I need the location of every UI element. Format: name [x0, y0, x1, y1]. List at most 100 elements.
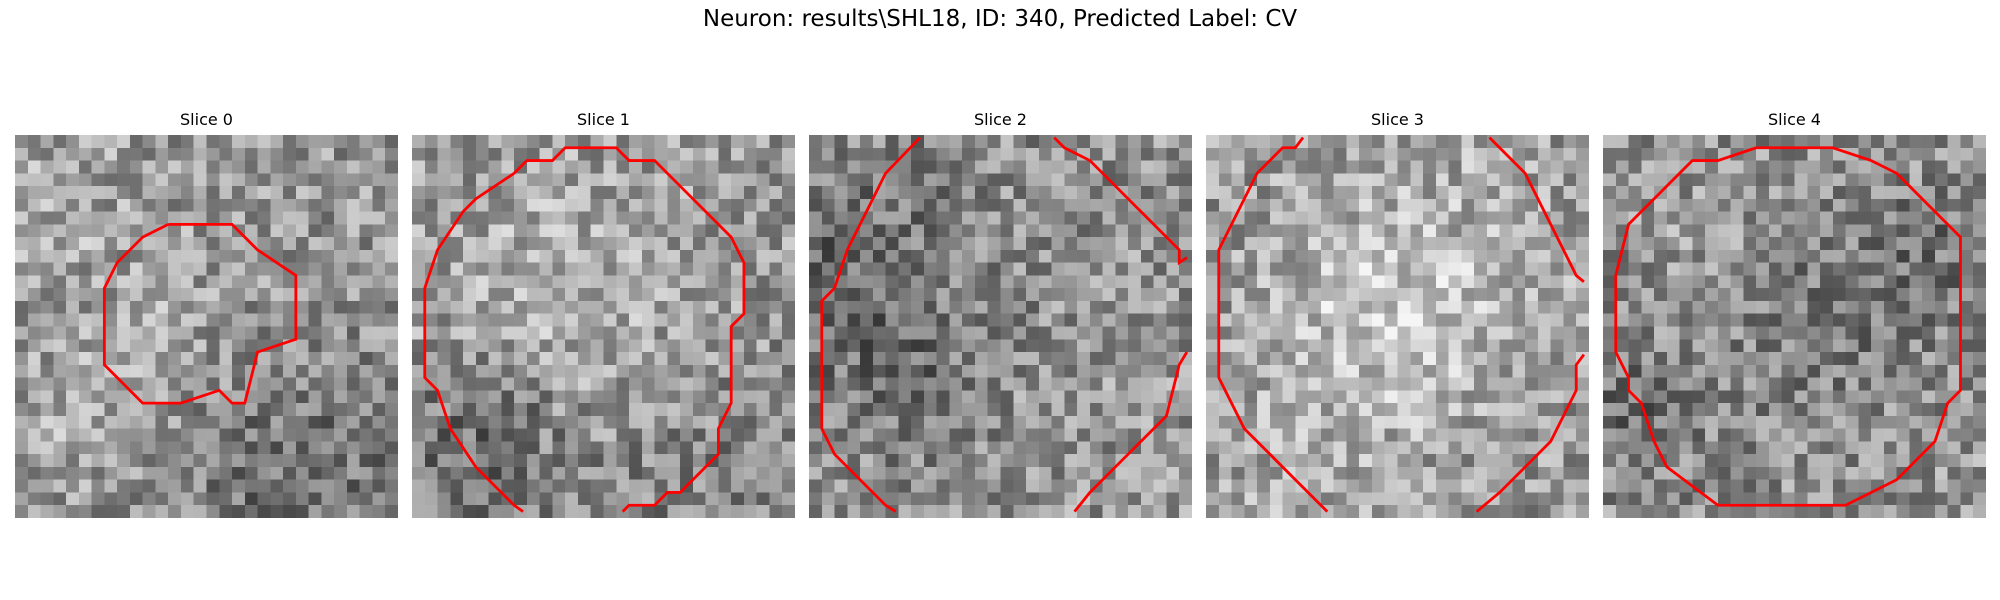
pixel — [346, 173, 360, 187]
pixel — [321, 466, 335, 480]
pixel — [974, 479, 988, 493]
pixel — [501, 352, 515, 366]
pixel — [1781, 415, 1795, 429]
pixel — [1282, 415, 1296, 429]
pixel — [372, 352, 386, 366]
pixel — [898, 466, 912, 480]
pixel — [1269, 173, 1283, 187]
pixel — [1730, 339, 1744, 353]
pixel — [1206, 454, 1220, 468]
pixel — [577, 173, 591, 187]
pixel — [514, 403, 528, 417]
pixel — [1102, 249, 1116, 263]
pixel — [1692, 313, 1706, 327]
pixel — [987, 352, 1001, 366]
pixel — [1115, 390, 1129, 404]
pixel — [1013, 186, 1027, 200]
pixel — [1705, 237, 1719, 251]
pixel — [1615, 390, 1629, 404]
pixel — [1499, 211, 1513, 225]
pixel — [1550, 403, 1564, 417]
pixel — [743, 224, 757, 238]
pixel — [463, 390, 477, 404]
pixel — [1512, 415, 1526, 429]
pixel — [1896, 160, 1910, 174]
pixel — [1525, 262, 1539, 276]
pixel — [616, 339, 630, 353]
pixel — [295, 492, 309, 506]
pixel — [680, 492, 694, 506]
pixel — [424, 160, 438, 174]
pixel — [1051, 173, 1065, 187]
pixel — [1603, 147, 1617, 161]
pixel — [501, 275, 515, 289]
pixel — [1768, 364, 1782, 378]
pixel — [40, 415, 54, 429]
pixel — [769, 300, 783, 314]
pixel — [27, 288, 41, 302]
pixel — [129, 173, 143, 187]
pixel — [565, 211, 579, 225]
pixel — [346, 415, 360, 429]
pixel — [1308, 326, 1322, 340]
pixel — [860, 505, 874, 518]
pixel — [1102, 492, 1116, 506]
pixel — [1089, 352, 1103, 366]
pixel — [539, 454, 553, 468]
pixel — [244, 313, 258, 327]
pixel — [1000, 211, 1014, 225]
pixel — [577, 441, 591, 455]
pixel — [565, 300, 579, 314]
pixel — [1717, 224, 1731, 238]
pixel — [629, 249, 643, 263]
roi-contour-3c — [1475, 353, 1586, 513]
pixel — [257, 326, 271, 340]
pixel — [1692, 441, 1706, 455]
pixel — [437, 262, 451, 276]
pixel — [53, 364, 67, 378]
pixel — [91, 147, 105, 161]
pixel — [385, 249, 398, 263]
pixel — [705, 352, 719, 366]
pixel — [270, 313, 284, 327]
pixel — [1026, 237, 1040, 251]
pixel — [539, 173, 553, 187]
pixel — [987, 147, 1001, 161]
pixel — [1807, 466, 1821, 480]
pixel — [641, 339, 655, 353]
pixel — [1628, 479, 1642, 493]
pixel — [321, 262, 335, 276]
pixel — [1051, 441, 1065, 455]
pixel — [1244, 441, 1258, 455]
pixel — [1781, 454, 1795, 468]
pixel — [1705, 339, 1719, 353]
pixel — [514, 441, 528, 455]
pixel — [782, 415, 795, 429]
pixel — [1717, 211, 1731, 225]
pixel — [78, 211, 92, 225]
pixel — [1679, 364, 1693, 378]
pixel — [1603, 479, 1617, 493]
pixel — [1115, 364, 1129, 378]
pixel — [1845, 390, 1859, 404]
pixel — [1896, 135, 1910, 149]
pixel — [1320, 300, 1334, 314]
pixel — [117, 211, 131, 225]
pixel — [949, 479, 963, 493]
pixel — [1756, 352, 1770, 366]
pixel — [463, 377, 477, 391]
pixel — [1320, 262, 1334, 276]
pixel — [847, 390, 861, 404]
pixel — [1858, 262, 1872, 276]
pixel — [1244, 466, 1258, 480]
pixel — [1102, 262, 1116, 276]
pixel — [270, 173, 284, 187]
pixel — [911, 198, 925, 212]
pixel — [1641, 224, 1655, 238]
pixel — [437, 275, 451, 289]
pixel — [809, 428, 823, 442]
pixel — [1423, 390, 1437, 404]
pixel — [1295, 160, 1309, 174]
pixel — [232, 237, 246, 251]
pixel — [821, 454, 835, 468]
